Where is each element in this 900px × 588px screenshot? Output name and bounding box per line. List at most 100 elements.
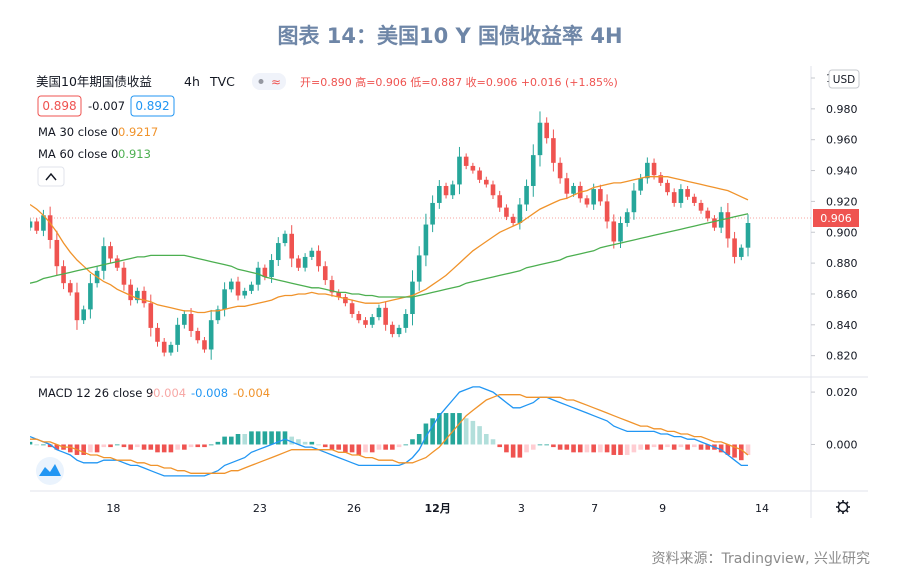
candle-body xyxy=(222,289,227,310)
candle-body xyxy=(349,303,355,315)
candle-body xyxy=(738,247,744,257)
candle-body xyxy=(67,283,73,293)
chart-container[interactable]: 0.820 0.840 0.860 0.880 0.900 0.920 0.940 0.960… xyxy=(27,66,868,518)
candle-body xyxy=(188,314,194,331)
histogram-bar xyxy=(81,444,86,455)
histogram-bar xyxy=(215,441,221,445)
histogram-bar xyxy=(611,444,617,455)
candle-body xyxy=(745,223,751,248)
bid-box[interactable] xyxy=(37,95,82,117)
symbol-name: 美国10年期国债收益 xyxy=(36,74,152,89)
candle-body xyxy=(524,185,529,205)
histogram-bar xyxy=(195,444,201,448)
histogram-bar xyxy=(732,444,737,458)
candle-body xyxy=(329,280,335,293)
histogram-bar xyxy=(564,444,570,450)
candle-body xyxy=(289,233,295,259)
macd-line-value: -0.008 xyxy=(191,386,228,400)
candle-body xyxy=(725,212,731,239)
ma30-value: 0.9217 xyxy=(118,125,158,139)
histogram-bar xyxy=(470,420,476,445)
candle-body xyxy=(651,162,657,176)
histogram-bar xyxy=(336,444,341,450)
histogram-bar xyxy=(517,444,523,458)
histogram-bar xyxy=(114,444,120,446)
candle-body xyxy=(457,156,462,185)
histogram-bar xyxy=(685,444,690,450)
histogram-bar xyxy=(443,413,449,445)
x-tick-label: 3 xyxy=(518,502,525,515)
histogram-bar xyxy=(725,444,731,455)
candle-body xyxy=(128,284,133,301)
histogram-bar xyxy=(329,444,335,450)
histogram-bar xyxy=(604,444,610,453)
interval-label: 4h xyxy=(184,74,200,89)
histogram-bar xyxy=(396,444,402,448)
x-tick-label: 26 xyxy=(347,502,361,515)
chart-svg[interactable]: 0.820 0.840 0.860 0.880 0.900 0.920 0.940 0.960… xyxy=(27,66,868,518)
histogram-bar xyxy=(624,444,630,455)
histogram-bar xyxy=(108,444,113,448)
histogram-bar xyxy=(577,444,583,453)
histogram-bar xyxy=(255,431,261,445)
histogram-bar xyxy=(188,444,194,448)
histogram-bar xyxy=(584,444,590,453)
histogram-bar xyxy=(41,444,46,446)
candle-body xyxy=(598,189,603,202)
price-tag xyxy=(813,209,859,227)
histogram-bar xyxy=(363,444,368,453)
candle-body xyxy=(242,290,248,296)
histogram-bar xyxy=(591,444,596,453)
dot-icon xyxy=(258,79,264,84)
tradingview-logo xyxy=(36,457,64,485)
fx-button[interactable] xyxy=(252,73,286,90)
collapse-legend-button[interactable] xyxy=(37,166,65,187)
histogram-bar xyxy=(121,444,127,448)
x-tick-label: 18 xyxy=(106,502,120,515)
histogram-bar xyxy=(510,444,516,458)
currency-badge[interactable] xyxy=(828,69,860,89)
histogram-bar xyxy=(490,439,496,445)
candle-body xyxy=(108,246,113,259)
candle-body xyxy=(235,281,241,296)
macd-signal-value: -0.004 xyxy=(233,386,270,400)
histogram-bar xyxy=(94,444,100,453)
candle-body xyxy=(155,327,160,342)
signal-line xyxy=(30,394,749,474)
gear-icon[interactable] xyxy=(836,500,850,514)
x-tick-label: 14 xyxy=(755,502,769,515)
candle-body xyxy=(671,192,677,203)
histogram-bar xyxy=(269,431,274,445)
histogram-bar xyxy=(316,444,321,446)
candle-body xyxy=(611,221,617,242)
candle-body xyxy=(470,165,476,171)
histogram-bar xyxy=(275,431,281,445)
candle-body xyxy=(322,266,328,281)
candle-body xyxy=(336,292,341,298)
ask-box[interactable] xyxy=(130,95,175,117)
histogram-bar xyxy=(128,444,133,450)
y-tick-label: 0.920 xyxy=(826,195,858,208)
histogram-bar xyxy=(135,444,140,448)
histogram-bar xyxy=(101,444,107,448)
histogram-bar xyxy=(530,444,536,450)
x-axis-ticks: 18 23 26 12月 3 7 9 14 xyxy=(106,502,769,515)
histogram-bar xyxy=(430,418,435,445)
histogram-bar xyxy=(208,444,214,446)
histogram-bar xyxy=(175,444,180,450)
y-tick-label: 0.960 xyxy=(826,134,858,147)
histogram-bar xyxy=(161,444,167,453)
candle-body xyxy=(490,184,496,196)
candle-body xyxy=(34,221,40,231)
candle-body xyxy=(443,185,449,196)
candle-body xyxy=(208,320,214,350)
histogram-bar xyxy=(463,418,469,445)
candle-body xyxy=(517,204,523,223)
candle-body xyxy=(430,202,435,225)
price-tag-value: 0.906 xyxy=(820,212,852,225)
candle-body xyxy=(544,122,549,139)
candle-body xyxy=(571,185,576,194)
candle-body xyxy=(282,233,288,244)
candle-body xyxy=(309,250,315,257)
histogram-bar xyxy=(450,413,456,445)
